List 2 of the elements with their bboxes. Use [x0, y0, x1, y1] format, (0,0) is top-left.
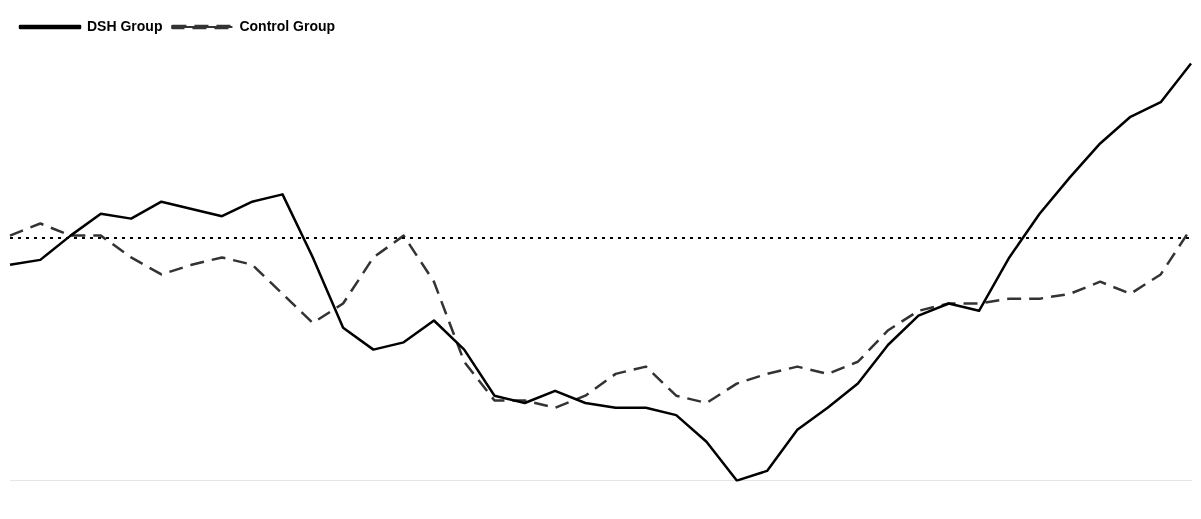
legend-label: DSH Group — [87, 17, 163, 34]
legend-label: Control Group — [239, 17, 336, 34]
